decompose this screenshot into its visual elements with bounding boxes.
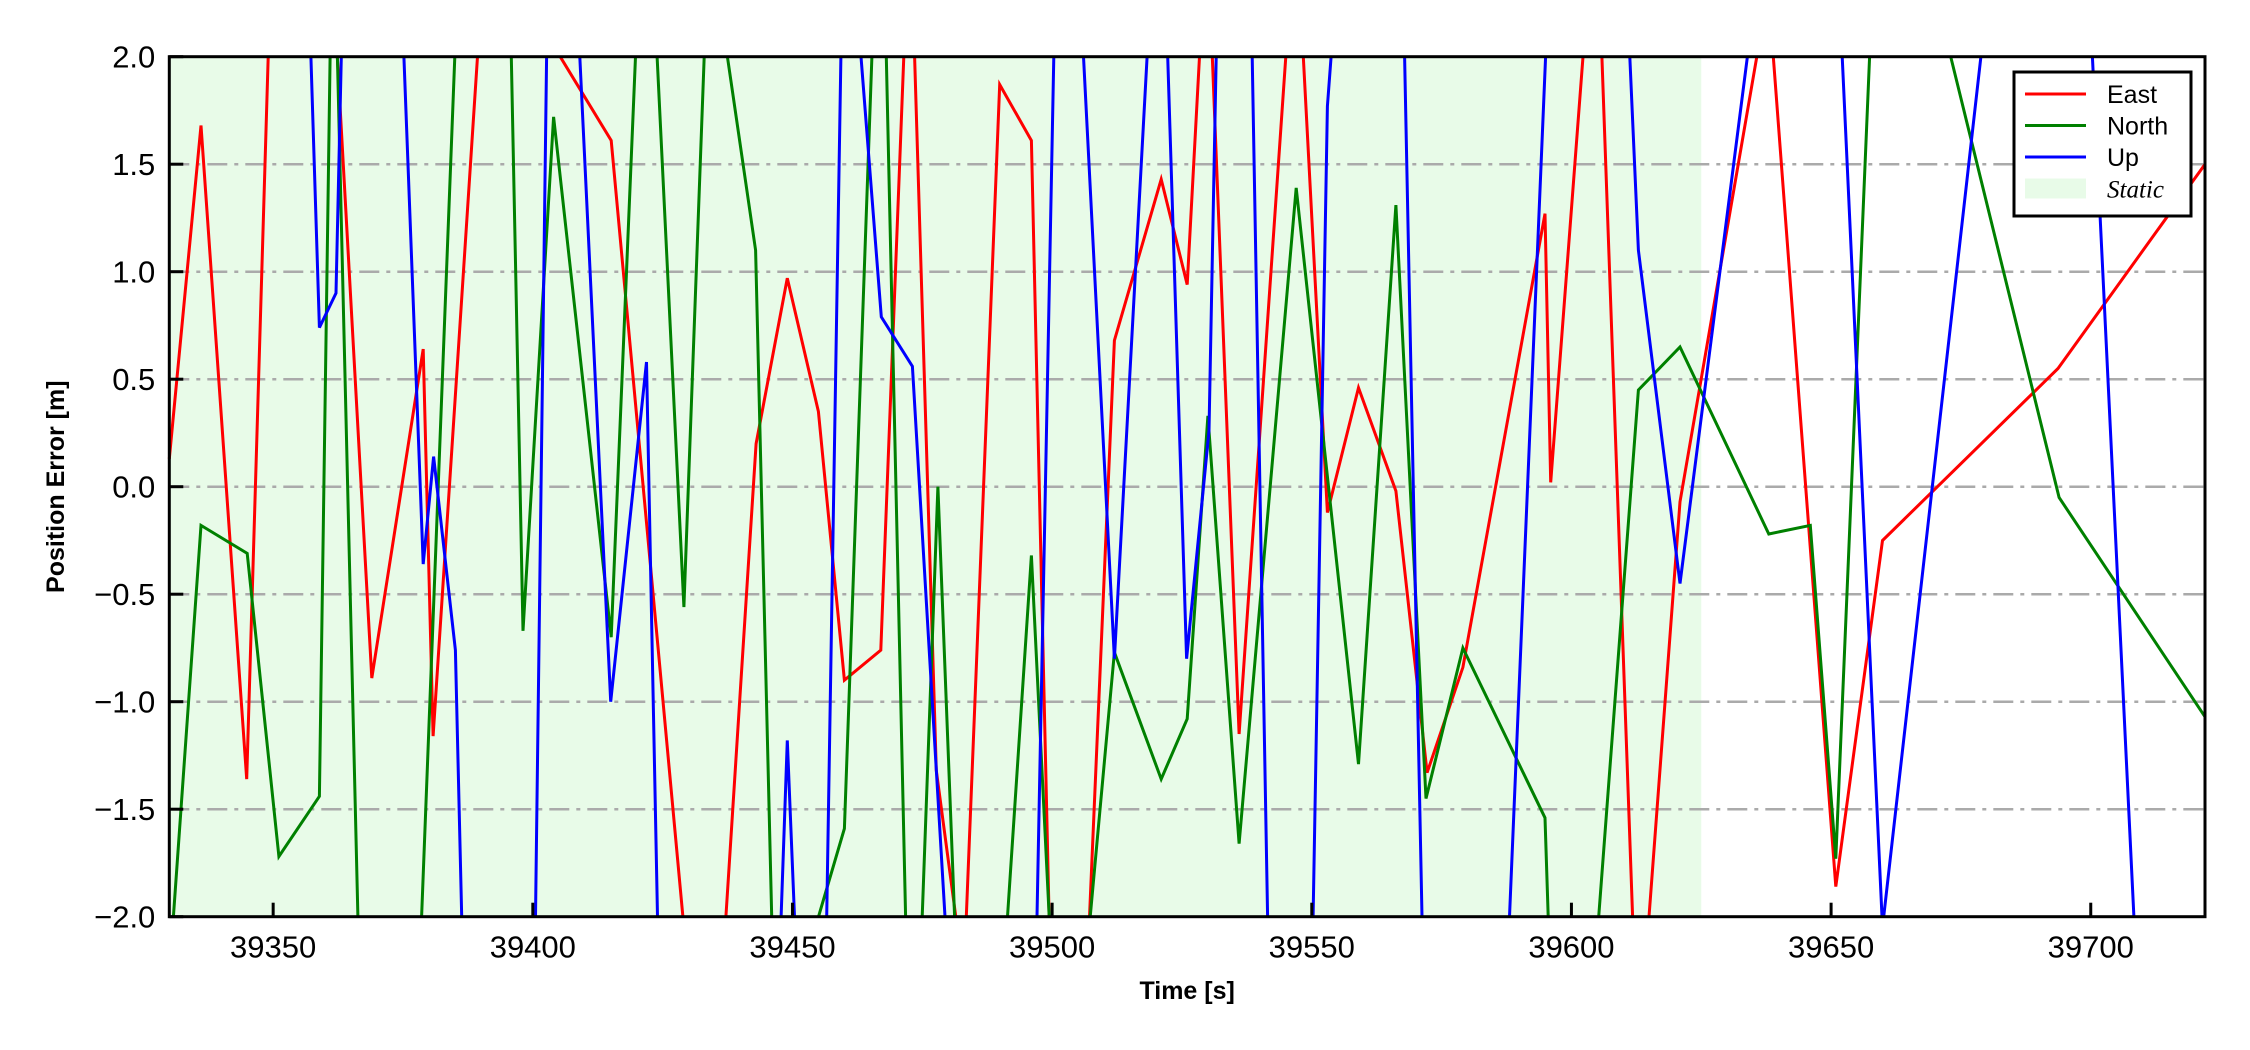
x-tick-label: 39700 bbox=[2048, 930, 2134, 965]
tick-layer: 2.0 1.5 1.0 0.5 0.0 −0.5 −1.0 −1.5 −2.0 39350 3940… bbox=[94, 40, 2134, 965]
x-tick-label: 39650 bbox=[1788, 930, 1874, 965]
y-tick-label: −1.5 bbox=[94, 792, 155, 827]
legend-swatch-static bbox=[2025, 178, 2086, 199]
series-layer bbox=[167, 55, 2207, 918]
y-tick-label: 1.0 bbox=[112, 255, 155, 290]
y-tick-label: 0.5 bbox=[112, 362, 155, 397]
legend-label-static: Static bbox=[2107, 177, 2164, 204]
x-tick-label: 39550 bbox=[1269, 930, 1355, 965]
x-tick-label: 39450 bbox=[749, 930, 835, 965]
legend-label-up: Up bbox=[2107, 144, 2139, 172]
y-tick-label: 1.5 bbox=[112, 147, 155, 182]
x-tick-label: 39600 bbox=[1528, 930, 1614, 965]
y-axis-label: Position Error [m] bbox=[42, 380, 70, 593]
y-tick-label: 2.0 bbox=[112, 40, 155, 75]
legend: East North Up Static bbox=[2012, 70, 2193, 218]
x-tick-label: 39350 bbox=[230, 930, 316, 965]
y-tick-label: −0.5 bbox=[94, 577, 155, 612]
legend-label-east: East bbox=[2107, 81, 2157, 109]
x-tick-label: 39500 bbox=[1009, 930, 1095, 965]
y-tick-label: −2.0 bbox=[94, 900, 155, 935]
y-tick-label: 0.0 bbox=[112, 470, 155, 505]
x-axis-label: Time [s] bbox=[1139, 977, 1234, 1005]
y-tick-label: −1.0 bbox=[94, 685, 155, 720]
legend-label-north: North bbox=[2107, 113, 2168, 141]
series-line-up bbox=[309, 56, 2136, 917]
x-tick-label: 39400 bbox=[490, 930, 576, 965]
